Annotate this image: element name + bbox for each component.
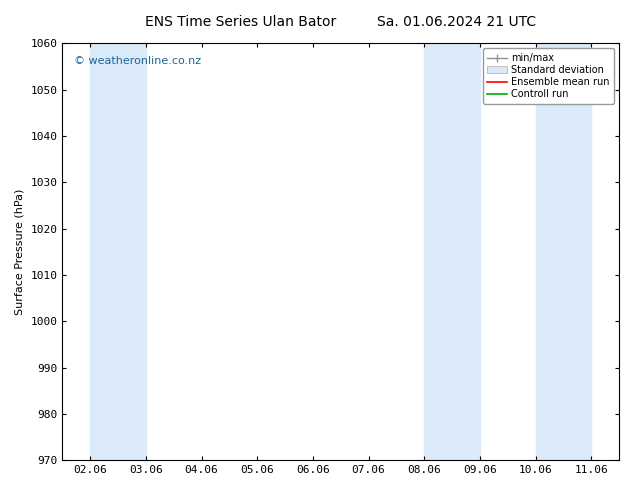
Text: ENS Time Series Ulan Bator: ENS Time Series Ulan Bator (145, 15, 337, 29)
Bar (90, 44, 146, 460)
Legend: min/max, Standard deviation, Ensemble mean run, Controll run: min/max, Standard deviation, Ensemble me… (482, 49, 614, 104)
Text: Sa. 01.06.2024 21 UTC: Sa. 01.06.2024 21 UTC (377, 15, 536, 29)
Bar (536, 44, 591, 460)
Bar (424, 44, 480, 460)
Text: © weatheronline.co.nz: © weatheronline.co.nz (74, 56, 201, 66)
Y-axis label: Surface Pressure (hPa): Surface Pressure (hPa) (15, 189, 25, 315)
